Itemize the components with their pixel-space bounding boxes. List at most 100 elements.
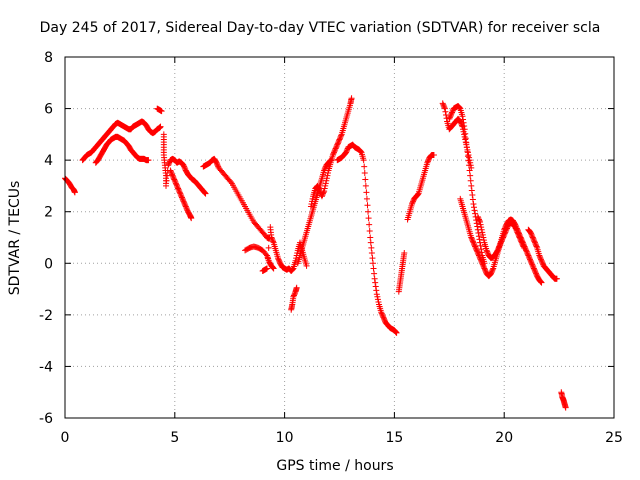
data-point — [289, 266, 296, 273]
data-point — [469, 191, 476, 198]
data-point — [468, 182, 475, 189]
data-point — [330, 150, 337, 157]
data-point — [529, 233, 536, 240]
data-point — [456, 104, 463, 111]
data-point — [462, 136, 469, 143]
data-point — [331, 148, 338, 155]
data-point — [479, 260, 486, 267]
data-point — [324, 172, 331, 179]
data-point — [309, 198, 316, 205]
data-point — [170, 175, 177, 182]
data-point — [530, 237, 537, 244]
data-point — [468, 187, 475, 194]
data-point — [528, 231, 535, 238]
data-point — [337, 133, 344, 140]
data-point — [175, 185, 182, 192]
data-point — [460, 119, 467, 126]
data-point — [321, 166, 328, 173]
data-point — [414, 191, 421, 198]
data-point — [401, 249, 408, 256]
data-point — [320, 189, 327, 196]
data-point — [471, 242, 478, 249]
data-point — [335, 139, 342, 146]
data-point — [363, 189, 370, 196]
data-point — [500, 233, 507, 240]
data-point — [181, 199, 188, 206]
data-point — [163, 182, 170, 189]
data-point — [380, 314, 387, 321]
y-tick-label: -4 — [39, 359, 53, 375]
data-point — [532, 269, 539, 276]
data-point — [449, 109, 456, 116]
data-point — [214, 162, 221, 169]
data-point — [227, 179, 234, 186]
x-axis-label: GPS time / hours — [276, 458, 393, 474]
data-point — [392, 328, 399, 335]
data-point — [520, 243, 527, 250]
data-point — [473, 247, 480, 254]
data-point — [264, 265, 271, 272]
data-point — [348, 95, 355, 102]
data-point — [477, 242, 484, 249]
data-point — [183, 206, 190, 213]
x-tick-label: 20 — [495, 430, 513, 446]
data-point — [379, 313, 386, 320]
data-point — [478, 258, 485, 265]
data-point — [361, 163, 368, 170]
data-point — [360, 157, 367, 164]
data-point — [525, 252, 532, 259]
data-point — [498, 238, 505, 245]
data-point — [275, 255, 282, 262]
data-point — [471, 204, 478, 211]
data-point — [456, 104, 463, 111]
data-point — [269, 264, 276, 271]
data-point — [343, 148, 350, 155]
data-point — [479, 229, 486, 236]
data-point — [337, 135, 344, 142]
data-point — [517, 237, 524, 244]
data-point — [478, 257, 485, 264]
data-point — [378, 310, 385, 317]
data-point — [171, 176, 178, 183]
data-point — [477, 255, 484, 262]
data-point — [475, 252, 482, 259]
data-point — [528, 230, 535, 237]
data-point — [323, 175, 330, 182]
data-point — [169, 171, 176, 178]
data-point — [553, 275, 560, 282]
y-tick-label: 8 — [44, 50, 53, 66]
data-point — [214, 161, 221, 168]
data-point — [530, 235, 537, 242]
data-point — [424, 158, 431, 165]
data-point — [473, 246, 480, 253]
data-point — [518, 238, 525, 245]
data-point — [178, 194, 185, 201]
data-point — [520, 244, 527, 251]
data-point — [180, 197, 187, 204]
data-point — [289, 266, 296, 273]
data-point — [478, 226, 485, 233]
data-point — [466, 162, 473, 169]
data-point — [526, 255, 533, 262]
data-point — [481, 265, 488, 272]
data-point — [201, 190, 208, 197]
data-point — [167, 167, 174, 174]
data-point — [324, 170, 331, 177]
data-point — [338, 132, 345, 139]
data-point — [514, 230, 521, 237]
data-point — [373, 291, 380, 298]
data-point — [303, 262, 310, 269]
data-point — [461, 122, 468, 129]
data-point — [476, 217, 483, 224]
data-point — [265, 244, 272, 251]
data-point — [459, 113, 466, 120]
data-point — [333, 142, 340, 149]
data-point — [536, 253, 543, 260]
data-point — [502, 228, 509, 235]
data-point — [361, 170, 368, 177]
data-point — [462, 135, 469, 142]
data-point — [531, 238, 538, 245]
data-point — [372, 283, 379, 290]
data-point — [182, 202, 189, 209]
